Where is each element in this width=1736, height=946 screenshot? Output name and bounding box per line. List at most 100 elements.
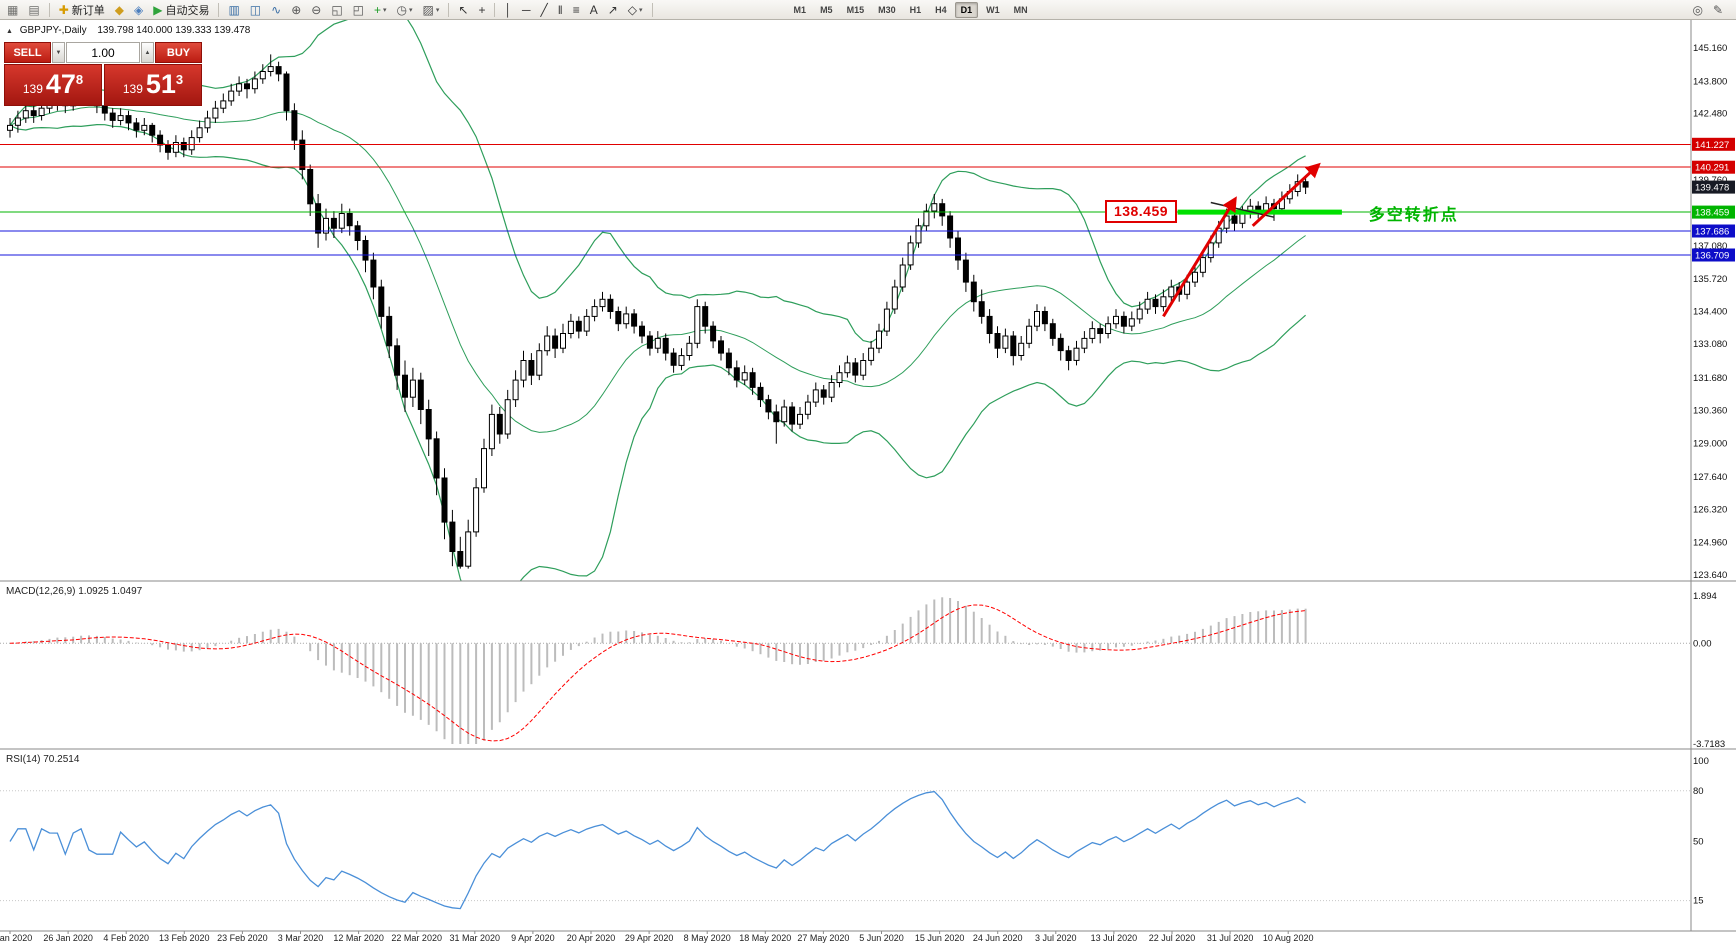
time-axis-label[interactable]: 24 Jun 2020 bbox=[973, 933, 1023, 943]
candle-body bbox=[125, 115, 132, 124]
turning-point-text[interactable]: 多空转折点 bbox=[1368, 207, 1459, 225]
sell-price-display[interactable]: 139 47 8 bbox=[4, 64, 102, 106]
trend-arrow[interactable] bbox=[1251, 162, 1321, 227]
zoom-out-icon[interactable]: ⊖ bbox=[311, 2, 322, 17]
candle-body bbox=[101, 105, 108, 114]
time-axis-label[interactable]: 31 Jul 2020 bbox=[1207, 933, 1254, 943]
timeframe-m15[interactable]: M15 bbox=[846, 4, 865, 15]
candle-body bbox=[109, 112, 116, 121]
text-icon[interactable]: A bbox=[589, 2, 598, 17]
time-axis-label[interactable]: 18 May 2020 bbox=[739, 933, 791, 943]
time-axis-label[interactable]: 9 Apr 2020 bbox=[511, 933, 555, 943]
toolbar-divider bbox=[48, 2, 50, 17]
channel-icon[interactable]: ‖ bbox=[557, 2, 563, 17]
macd-signal-line bbox=[9, 604, 1306, 742]
candle-body bbox=[315, 203, 322, 234]
time-axis-label[interactable]: 22 Jul 2020 bbox=[1149, 933, 1196, 943]
timeframe-mn[interactable]: MN bbox=[1013, 4, 1028, 15]
candle-body bbox=[994, 333, 1001, 349]
edit-icon[interactable]: ✎ bbox=[1712, 2, 1723, 17]
autotrade-button[interactable]: ▶ 自动交易 bbox=[153, 2, 210, 17]
collapse-arrow-icon[interactable]: ▲ bbox=[6, 28, 13, 35]
vertical-line-icon[interactable]: │ bbox=[504, 2, 512, 17]
trendline-icon[interactable]: ╱ bbox=[540, 2, 548, 17]
candle-body bbox=[1302, 181, 1309, 188]
time-axis-label[interactable]: 3 Mar 2020 bbox=[278, 933, 324, 943]
time-axis-label[interactable]: 8 May 2020 bbox=[684, 933, 731, 943]
candle-body bbox=[1128, 318, 1135, 327]
candle-body bbox=[907, 242, 914, 266]
candle-body bbox=[844, 362, 851, 374]
candle-body bbox=[244, 83, 250, 90]
volume-up-button[interactable]: ▲ bbox=[141, 42, 154, 63]
timeframe-h4[interactable]: H4 bbox=[935, 4, 947, 15]
templates-icon[interactable]: ▨ ▾ bbox=[422, 2, 440, 17]
time-axis-label[interactable]: 22 Mar 2020 bbox=[391, 933, 442, 943]
buy-price-display[interactable]: 139 51 3 bbox=[104, 64, 202, 106]
candle-body bbox=[1081, 337, 1088, 349]
line-chart-icon[interactable]: ∿ bbox=[271, 2, 282, 17]
time-axis-label[interactable]: 3 Jul 2020 bbox=[1035, 933, 1077, 943]
price-level-callout[interactable]: 138.459 bbox=[1104, 200, 1178, 224]
zoom-in-icon[interactable]: ⊕ bbox=[291, 2, 302, 17]
toolbar-right-icons: ◎ ✎ bbox=[1687, 0, 1728, 19]
time-axis-label[interactable]: 10 Aug 2020 bbox=[1263, 933, 1314, 943]
bar-chart-icon[interactable]: ▥ bbox=[228, 2, 240, 17]
time-axis-label[interactable]: 15 Jun 2020 bbox=[915, 933, 965, 943]
timeframe-m30[interactable]: M30 bbox=[878, 4, 896, 15]
candle-body bbox=[528, 360, 535, 376]
periods-icon[interactable]: ◷ ▾ bbox=[396, 2, 413, 17]
candle-body bbox=[251, 78, 258, 90]
arrows-icon[interactable]: ↗ bbox=[607, 2, 618, 17]
candle-body bbox=[915, 225, 922, 244]
buy-button[interactable]: BUY bbox=[155, 42, 202, 63]
time-axis-label[interactable]: 20 Apr 2020 bbox=[567, 933, 616, 943]
trend-arrow[interactable] bbox=[1162, 196, 1237, 318]
navigator-icon[interactable]: ◈ bbox=[133, 2, 144, 17]
indicators-icon[interactable]: + ▾ bbox=[374, 2, 387, 17]
candle-body bbox=[520, 360, 527, 381]
candle-body bbox=[1010, 335, 1017, 357]
time-axis-label[interactable]: 6 Jan 2020 bbox=[0, 933, 32, 943]
timeframe-m1[interactable]: M1 bbox=[793, 4, 807, 15]
candle-body bbox=[330, 217, 337, 229]
crosshair-icon[interactable]: + bbox=[478, 2, 486, 17]
market-watch-icon[interactable]: ◆ bbox=[114, 2, 124, 17]
timeframe-w1[interactable]: W1 bbox=[986, 4, 1000, 15]
tile-windows-icon[interactable]: ◱ bbox=[331, 2, 343, 17]
time-axis-label[interactable]: 13 Jul 2020 bbox=[1091, 933, 1138, 943]
time-axis-label[interactable]: 12 Mar 2020 bbox=[333, 933, 384, 943]
timeframe-d1[interactable]: D1 bbox=[954, 1, 979, 18]
time-axis-label[interactable]: 26 Jan 2020 bbox=[43, 933, 93, 943]
volume-down-button[interactable]: ▼ bbox=[52, 42, 65, 63]
new-chart-icon[interactable]: ▦ bbox=[7, 2, 19, 17]
time-axis-label[interactable]: 13 Feb 2020 bbox=[159, 933, 210, 943]
candle-chart-icon[interactable]: ◫ bbox=[249, 2, 262, 17]
cursor-icon[interactable]: ↖ bbox=[458, 2, 469, 17]
candle-body bbox=[710, 325, 717, 342]
candle-body bbox=[228, 90, 235, 102]
timeframe-m5[interactable]: M5 bbox=[820, 4, 833, 15]
candle-body bbox=[575, 320, 582, 332]
chart-search-icon[interactable]: ◎ bbox=[1692, 2, 1703, 17]
time-axis-label[interactable]: 5 Jun 2020 bbox=[859, 933, 904, 943]
fibonacci-icon[interactable]: ≡ bbox=[572, 2, 580, 17]
time-axis-label[interactable]: 4 Feb 2020 bbox=[103, 933, 149, 943]
candle-body bbox=[962, 259, 969, 283]
timeframe-h1[interactable]: H1 bbox=[909, 4, 922, 15]
time-axis-label[interactable]: 27 May 2020 bbox=[797, 933, 849, 943]
volume-input[interactable] bbox=[66, 42, 140, 63]
profiles-icon[interactable]: ▤ bbox=[28, 2, 40, 17]
cascade-windows-icon[interactable]: ◰ bbox=[352, 2, 365, 17]
time-axis-label[interactable]: 31 Mar 2020 bbox=[450, 933, 501, 943]
candle-body bbox=[457, 551, 464, 567]
new-order-button[interactable]: ✚ 新订单 bbox=[58, 2, 105, 17]
horizontal-line-icon[interactable]: ─ bbox=[521, 2, 531, 17]
candle-body bbox=[615, 311, 622, 325]
price-badge-label: 138.459 bbox=[1695, 208, 1729, 219]
shapes-icon[interactable]: ◇ ▾ bbox=[627, 2, 643, 17]
time-axis-label[interactable]: 29 Apr 2020 bbox=[625, 933, 674, 943]
time-axis-label[interactable]: 23 Feb 2020 bbox=[217, 933, 268, 943]
sell-button[interactable]: SELL bbox=[4, 42, 51, 63]
